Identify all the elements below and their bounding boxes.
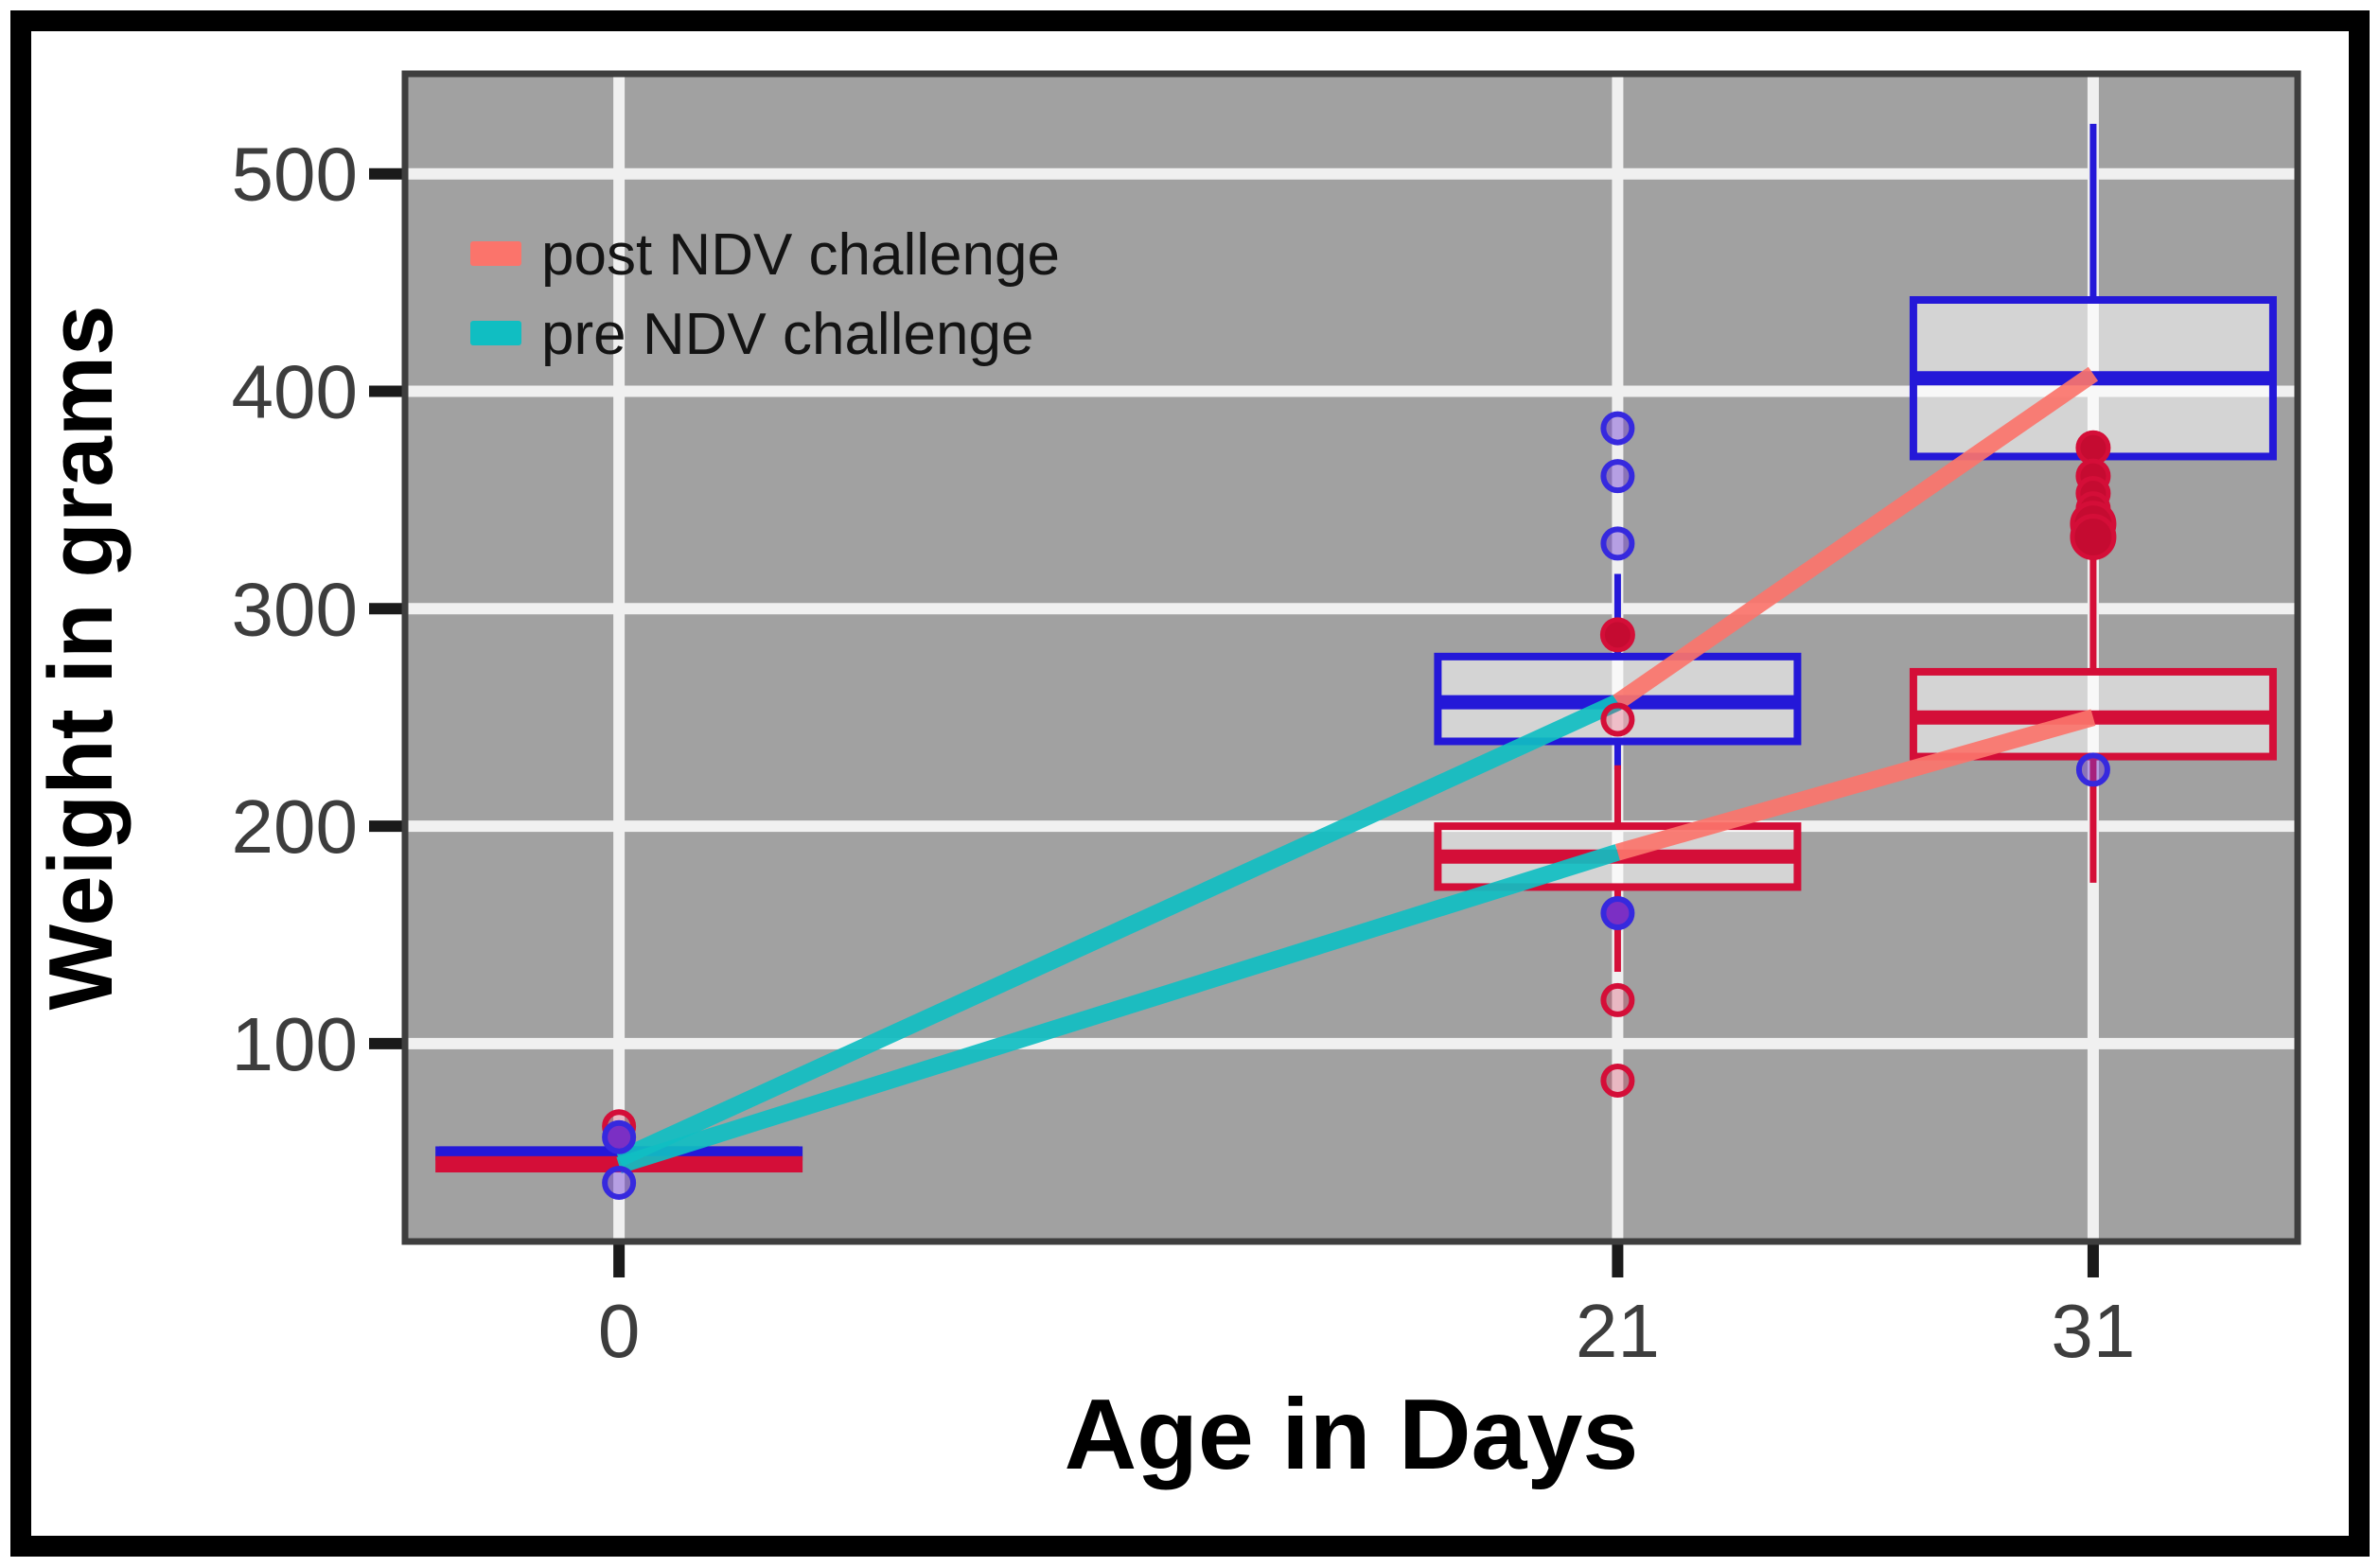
outlier-dot <box>1600 526 1635 561</box>
outlier-dot <box>602 1165 637 1200</box>
y-tick-label: 100 <box>232 1002 358 1086</box>
outlier-dot <box>602 1119 637 1154</box>
outlier-dot <box>1600 982 1635 1017</box>
outlier-dot <box>1600 1063 1635 1098</box>
trend-line-post <box>1614 709 2096 861</box>
y-tick-label: 500 <box>232 132 358 217</box>
trend-line-post <box>1613 366 2099 710</box>
legend-swatch-post-icon <box>470 241 521 266</box>
y-tick-label: 400 <box>232 350 358 434</box>
outlier-dot <box>1600 702 1635 737</box>
legend: post NDV challenge pre NDV challenge <box>470 222 1060 367</box>
y-tick-label: 300 <box>232 567 358 651</box>
outlier-dot <box>2075 430 2111 466</box>
legend-label-pre: pre NDV challenge <box>541 302 1033 367</box>
outlier-dot <box>1600 411 1635 446</box>
outlier-dot <box>2075 752 2110 787</box>
legend-swatch-pre-icon <box>470 321 521 345</box>
y-tick-label: 200 <box>232 784 358 869</box>
legend-label-post: post NDV challenge <box>541 222 1060 288</box>
panel-border <box>401 70 2301 1245</box>
outlier-dot <box>2070 513 2117 560</box>
outlier-dot <box>1600 459 1635 494</box>
plot-layers: 100 200 300 400 500 0 21 31 <box>232 70 2301 1373</box>
outlier-dot <box>1599 617 1635 653</box>
x-tick-label: 21 <box>1576 1289 1660 1373</box>
trend-line-pre <box>616 844 1621 1174</box>
x-tick-label: 31 <box>2051 1289 2135 1373</box>
x-tick-label: 0 <box>598 1289 641 1373</box>
x-axis-title: Age in Days <box>1065 1379 1639 1490</box>
figure-border <box>10 10 2370 1557</box>
outlier-dot <box>1600 896 1635 931</box>
trend-line-pre <box>615 694 1622 1167</box>
y-axis-title: Weight in grams <box>30 306 132 1011</box>
